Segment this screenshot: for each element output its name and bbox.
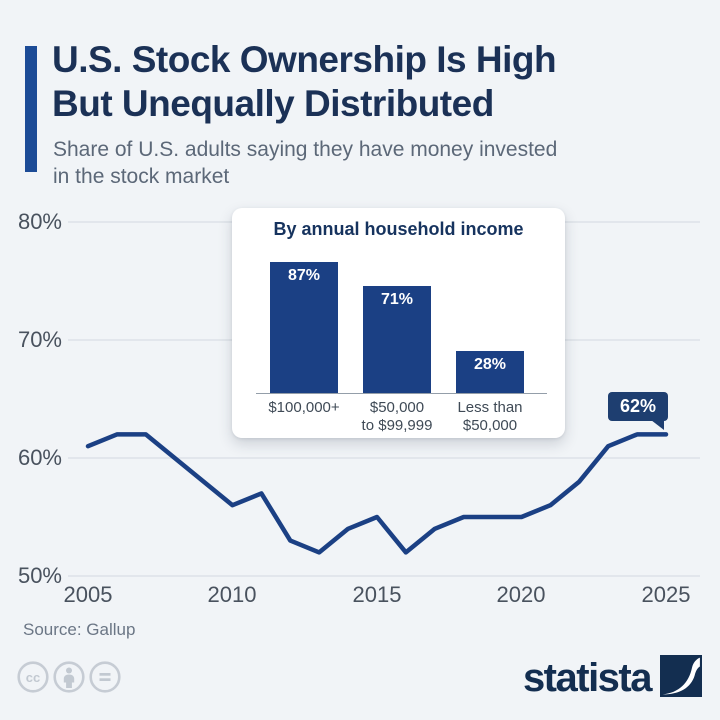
page-title-line1: U.S. Stock Ownership Is High [52, 39, 557, 80]
svg-text:cc: cc [26, 670, 40, 685]
license-icons: cc [16, 660, 122, 699]
x-tick-2005: 2005 [64, 582, 113, 607]
x-tick-2025: 2025 [642, 582, 691, 607]
bar-50k-99k: 71% [363, 286, 431, 393]
y-tick-60: 60% [18, 445, 62, 470]
statista-logomark-icon [660, 655, 702, 702]
page-subtitle-line1: Share of U.S. adults saying they have mo… [53, 138, 558, 161]
page-title: U.S. Stock Ownership Is High But Unequal… [52, 38, 557, 126]
attribution-person-icon[interactable] [52, 660, 86, 699]
statista-logo[interactable]: statista [523, 655, 702, 702]
y-tick-70: 70% [18, 327, 62, 352]
statista-wordmark: statista [522, 656, 653, 700]
bar-value-100k-plus: 87% [287, 267, 321, 284]
page-subtitle: Share of U.S. adults saying they have mo… [53, 136, 557, 190]
cc-icon[interactable]: cc [16, 660, 50, 699]
x-tick-2020: 2020 [497, 582, 546, 607]
ownership-line [85, 432, 669, 555]
title-accent-bar [25, 46, 37, 172]
x-tick-2015: 2015 [353, 582, 402, 607]
category-label-line: $100,000+ [268, 399, 340, 416]
page-subtitle-line2: in the stock market [53, 165, 230, 188]
category-label-100k-plus: $100,000+ [254, 399, 354, 417]
bar-value-less-50k: 28% [473, 356, 507, 373]
category-label-50k-99k: $50,000 to $99,999 [347, 399, 447, 435]
category-label-less-50k: Less than $50,000 [440, 399, 540, 435]
category-label-line: Less than [457, 399, 523, 416]
bar-column-50k-99k: 71% [347, 208, 447, 393]
x-tick-2010: 2010 [208, 582, 257, 607]
bar-value-50k-99k: 71% [380, 291, 414, 308]
bar-column-100k-plus: 87% [254, 208, 354, 393]
y-tick-80: 80% [18, 209, 62, 234]
no-derivatives-icon[interactable] [88, 660, 122, 699]
income-inset-card: By annual household income 87% 71% 28% $… [232, 208, 565, 438]
page-title-line2: But Unequally Distributed [52, 83, 494, 124]
inset-axis-baseline [256, 393, 547, 394]
category-label-line: $50,000 [369, 399, 425, 416]
category-label-line: $50,000 [462, 417, 518, 434]
inset-title: By annual household income [273, 219, 524, 239]
source-note: Source: Gallup [23, 620, 136, 639]
x-axis-ticks: 2005 2010 2015 2020 2025 [64, 582, 691, 607]
y-axis-ticks: 80% 70% 60% 50% [18, 209, 62, 588]
y-tick-50: 50% [18, 563, 62, 588]
latest-value-badge: 62% [608, 392, 668, 430]
bar-column-less-50k: 28% [440, 208, 540, 393]
bar-less-50k: 28% [456, 351, 524, 393]
bar-100k-plus: 87% [270, 262, 338, 393]
category-label-line: to $99,999 [361, 417, 433, 434]
